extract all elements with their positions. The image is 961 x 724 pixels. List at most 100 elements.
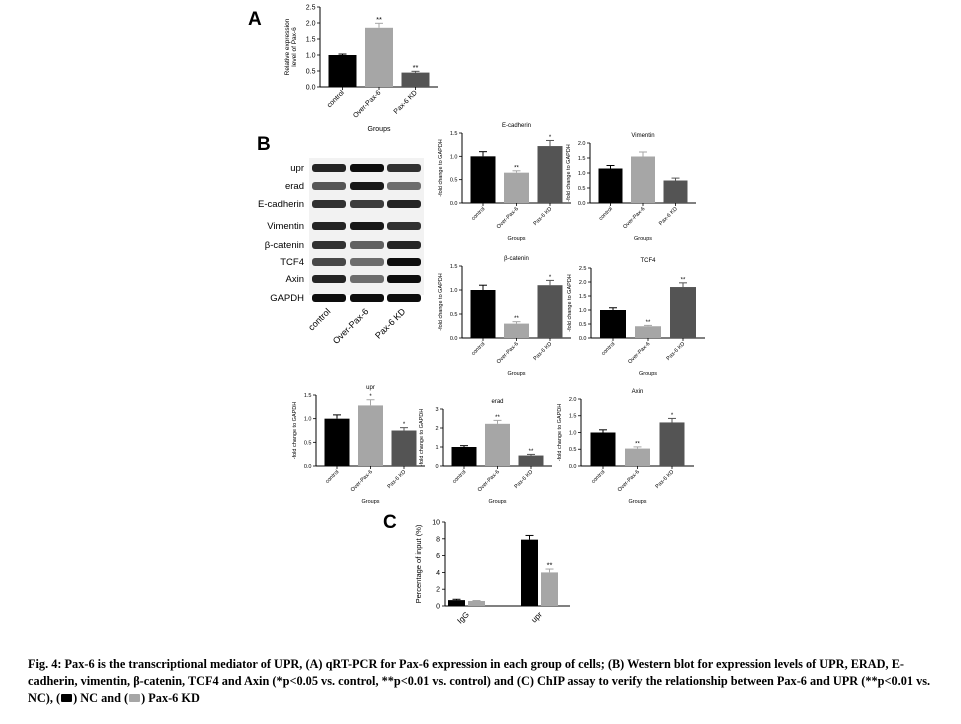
y-tick-label: 0.0 <box>569 464 577 470</box>
y-axis-label: -fold change to GAPDH <box>438 273 444 331</box>
x-tick-label: control <box>590 469 606 485</box>
y-tick-label: 1.0 <box>569 430 577 436</box>
lane-label-3: Pax-6 KD <box>373 306 408 341</box>
significance-mark: ** <box>514 316 519 322</box>
blot-band <box>312 164 346 172</box>
bar-over-pax-6 <box>485 423 510 466</box>
y-tick-label: 1.0 <box>450 288 458 294</box>
x-tick-label: Pax-6 KD <box>533 341 554 362</box>
blot-band <box>312 200 346 208</box>
significance-mark: * <box>549 135 552 141</box>
significance-mark: ** <box>514 165 519 171</box>
blot-band <box>350 241 384 249</box>
y-tick-label: 1.0 <box>450 154 458 160</box>
y-tick-label: 0 <box>435 464 438 470</box>
y-tick-label: 0.5 <box>450 312 458 318</box>
lane-label-1: control <box>306 306 332 332</box>
x-axis-label: Groups <box>368 126 391 133</box>
bar-pax-6-kd <box>537 146 563 203</box>
chart-tcf4: 0.0 0.5 1.0 1.5 2.0 2.5 control ** Over-Pax-6 ** P… <box>567 258 705 377</box>
bar-control <box>324 418 350 466</box>
caption-legend-kd: ) Pax-6 KD <box>141 691 200 705</box>
chart-title: β-catenin <box>504 256 529 262</box>
y-tick-label: 10 <box>432 520 440 527</box>
band-label-7: Axin <box>286 274 304 285</box>
y-tick-label: 0.5 <box>569 447 577 453</box>
bar-pax-6-kd <box>401 72 430 87</box>
band-label-5: β-catenin <box>265 240 304 251</box>
y-tick-label: 1 <box>435 445 438 451</box>
y-tick-label: 1.5 <box>579 294 587 300</box>
y-tick-label: 0.5 <box>578 186 586 192</box>
y-axis-label: -fold change to GAPDH <box>567 274 573 332</box>
bar-upr-series-1 <box>521 539 538 606</box>
y-tick-label: 1.0 <box>304 417 312 423</box>
chart-e-cadherin: 0.0 0.5 1.0 1.5 control ** Over-Pax-6 * Pax-6 KD… <box>438 123 571 242</box>
x-tick-label: Over-Pax-6 <box>617 469 641 493</box>
bar-pax-6-kd <box>537 285 563 338</box>
bar-pax-6-kd <box>670 287 696 338</box>
x-axis-label: Groups <box>488 499 506 505</box>
y-axis-label: Percentage of input (%) <box>414 524 423 603</box>
bar-over-pax-6 <box>625 448 650 466</box>
blot-band <box>312 182 346 190</box>
y-tick-label: 0.5 <box>579 322 587 328</box>
bar-control <box>600 310 626 338</box>
x-axis-label: Groups <box>507 371 525 377</box>
bar-pax-6-kd <box>663 180 688 203</box>
chart-erad: 0 1 2 3 control ** Over-Pax-6 ** Pax-6 KD -fold c… <box>419 399 552 505</box>
blot-band <box>312 241 346 249</box>
x-tick-label: Pax-6 KD <box>658 206 679 227</box>
significance-mark: ** <box>547 561 553 570</box>
x-tick-label: control <box>324 469 340 485</box>
x-tick-label: control <box>598 206 614 222</box>
bar-over-pax-6 <box>365 27 393 87</box>
y-tick-label: 0.0 <box>578 201 586 207</box>
x-tick-label: Over-Pax-6 <box>350 469 374 493</box>
x-tick-label: control <box>470 206 486 222</box>
x-tick-label: control <box>600 341 616 357</box>
x-tick-label: control <box>326 89 346 109</box>
x-tick-label: Over-Pax-6 <box>352 89 382 119</box>
y-axis-label: -fold change to GAPDH <box>292 402 298 460</box>
y-tick-label: 0 <box>436 604 440 611</box>
blot-band <box>350 182 384 190</box>
blot-band <box>387 258 421 266</box>
y-tick-label: 1.0 <box>306 52 316 59</box>
x-tick-label: Over-Pax-6 <box>477 469 501 493</box>
x-tick-label: Pax-6 KD <box>387 469 408 490</box>
bar-pax-6-kd <box>659 422 685 466</box>
bar-control <box>470 290 496 338</box>
blot-band <box>387 200 421 208</box>
significance-mark: ** <box>529 449 534 455</box>
panel-label-a: A <box>248 9 262 30</box>
y-tick-label: 2.5 <box>306 4 316 11</box>
blot-band <box>387 275 421 283</box>
chart-a: 0.0 0.5 1.0 1.5 2.0 2.5 control ** Over-Pax-6 ** P… <box>284 4 438 133</box>
chart-vimentin: 0.0 0.5 1.0 1.5 2.0 control Over-Pax-6 Pax-6 KD… <box>566 133 696 242</box>
x-tick-label: Pax-6 KD <box>655 469 676 490</box>
y-axis-label: -fold change to GAPDH <box>438 139 444 197</box>
chart-chip: 0 2 4 6 8 10 IgG ** upr Percentage of input (%) <box>414 520 570 626</box>
significance-mark: ** <box>635 441 640 447</box>
y-tick-label: 0.0 <box>306 84 316 91</box>
significance-mark: ** <box>646 320 651 326</box>
figure-caption: Fig. 4: Pax-6 is the transcriptional med… <box>28 656 933 707</box>
chart-title: erad <box>491 399 503 405</box>
bar-control <box>590 432 616 466</box>
band-label-1: upr <box>290 163 304 174</box>
bar-control <box>328 55 357 87</box>
x-tick-label: Pax-6 KD <box>514 469 535 490</box>
x-axis-label: Groups <box>639 371 657 377</box>
chart-axin: 0.0 0.5 1.0 1.5 2.0 control ** Over-Pax-6 * Pax-6… <box>557 389 694 505</box>
bar-pax-6-kd <box>391 430 417 466</box>
blot-band <box>350 294 384 302</box>
band-label-3: E-cadherin <box>258 199 304 210</box>
y-tick-label: 1.5 <box>578 156 586 162</box>
blot-band <box>350 222 384 230</box>
bar-igg-series-1 <box>448 600 465 606</box>
x-tick-label: control <box>470 341 486 357</box>
blot-band <box>350 258 384 266</box>
blot-band <box>387 222 421 230</box>
blot-band <box>387 164 421 172</box>
